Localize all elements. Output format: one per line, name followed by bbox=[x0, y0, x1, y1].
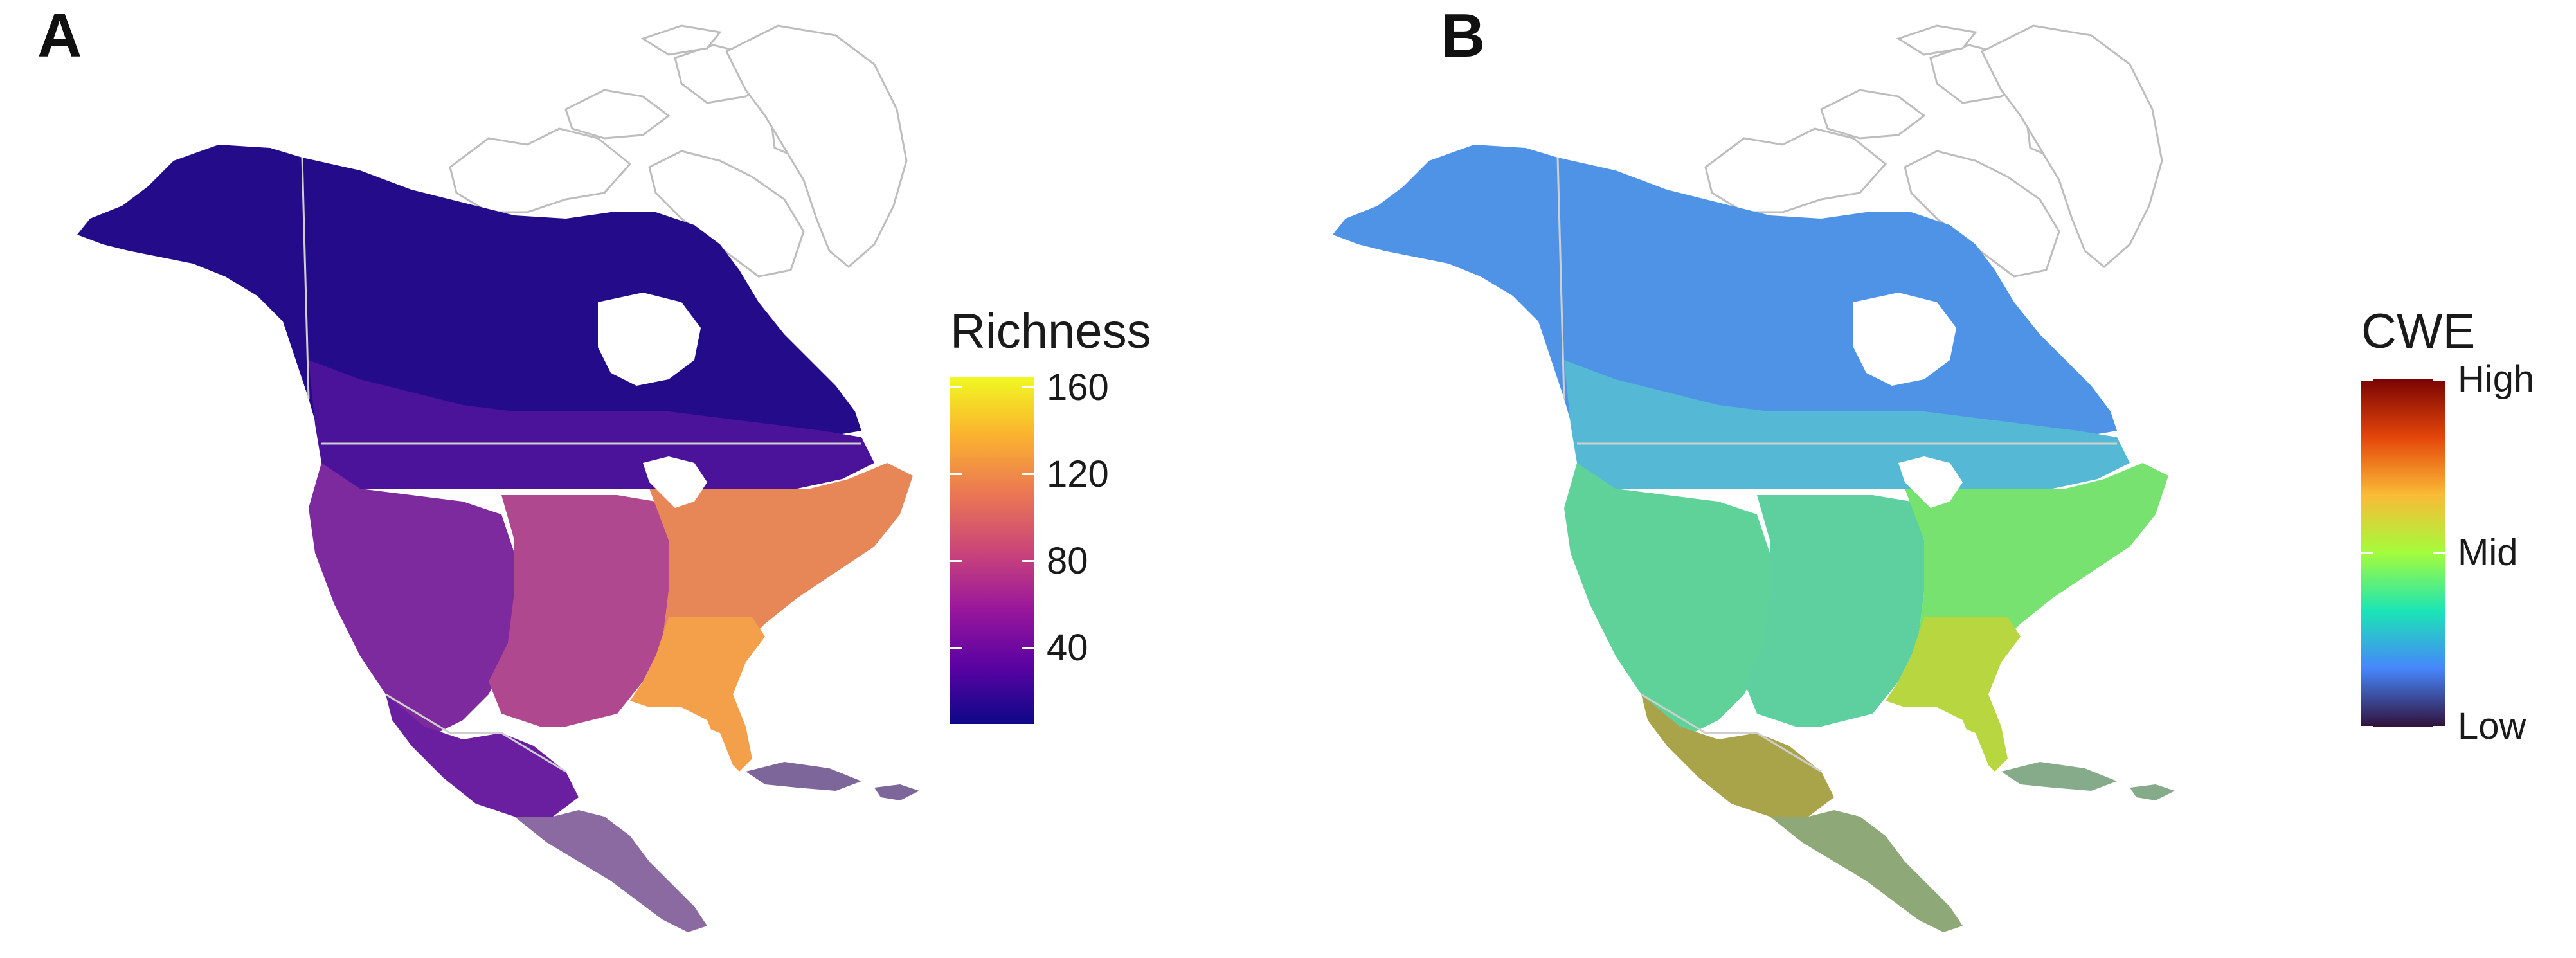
legend-title: CWE bbox=[2361, 304, 2476, 359]
legend-tick-mark bbox=[1022, 473, 1034, 476]
legend-colorbar bbox=[2361, 379, 2445, 727]
legend-tick-mark bbox=[950, 647, 962, 649]
gulf-of-mexico bbox=[1815, 714, 1988, 804]
legend-tick-mark bbox=[950, 473, 962, 476]
legend-tick-label: High bbox=[2458, 358, 2535, 400]
greenland bbox=[1980, 24, 2163, 268]
panel-label: A bbox=[37, 1, 82, 70]
region-plains bbox=[489, 495, 669, 727]
richness-map bbox=[77, 24, 919, 932]
region-boreal bbox=[1564, 360, 2130, 489]
hudson-bay bbox=[1853, 293, 1956, 386]
legend-tick-label: 40 bbox=[1047, 626, 1088, 669]
legend-tick-mark bbox=[2433, 552, 2445, 554]
greenland bbox=[725, 24, 908, 268]
panel-label: B bbox=[1441, 1, 1486, 70]
legend-tick-label: 160 bbox=[1047, 366, 1109, 408]
legend-tick-mark bbox=[2433, 378, 2445, 381]
legend-tick-mark bbox=[2361, 378, 2373, 381]
legend-tick-mark bbox=[2361, 552, 2373, 554]
legend-tick-label: Low bbox=[2458, 705, 2526, 747]
legend-tick-mark bbox=[1022, 386, 1034, 389]
legend-tick-mark bbox=[1022, 560, 1034, 563]
legend-tick-mark bbox=[2361, 725, 2373, 728]
cwe-map bbox=[1333, 24, 2175, 932]
region-caribbean bbox=[746, 762, 861, 791]
legend-tick-label: 80 bbox=[1047, 539, 1088, 582]
panel-b: B bbox=[1288, 0, 2575, 958]
legend-tick-mark bbox=[950, 386, 962, 389]
legend-colorbar bbox=[950, 377, 1034, 724]
legend-tick-mark bbox=[1022, 647, 1034, 649]
legend-tick-label: Mid bbox=[2458, 532, 2518, 574]
legend-tick-label: 120 bbox=[1047, 453, 1109, 495]
region-mexico bbox=[1641, 694, 1834, 817]
great-lakes bbox=[1898, 456, 1963, 508]
legend-tick-mark bbox=[2433, 725, 2445, 728]
gulf-of-mexico bbox=[559, 714, 733, 804]
great-lakes bbox=[643, 456, 707, 508]
hudson-bay bbox=[598, 293, 701, 386]
panel-a: A bbox=[37, 1, 1151, 932]
political-borders bbox=[1556, 157, 2117, 773]
region-caribbean-2 bbox=[2130, 784, 2175, 800]
legend-tick-mark bbox=[950, 560, 962, 563]
region-southeast bbox=[630, 617, 765, 772]
region-west bbox=[1564, 463, 1770, 733]
region-west bbox=[309, 463, 514, 733]
region-caribbean-2 bbox=[874, 784, 919, 800]
region-plains bbox=[1744, 495, 1924, 727]
legend-title: Richness bbox=[950, 304, 1151, 359]
region-boreal bbox=[309, 360, 874, 489]
region-central-america bbox=[514, 810, 707, 932]
region-caribbean bbox=[2001, 762, 2117, 791]
region-central-america bbox=[1770, 810, 1963, 932]
region-mexico bbox=[386, 694, 579, 817]
political-borders bbox=[301, 157, 861, 773]
region-southeast bbox=[1886, 617, 2021, 772]
